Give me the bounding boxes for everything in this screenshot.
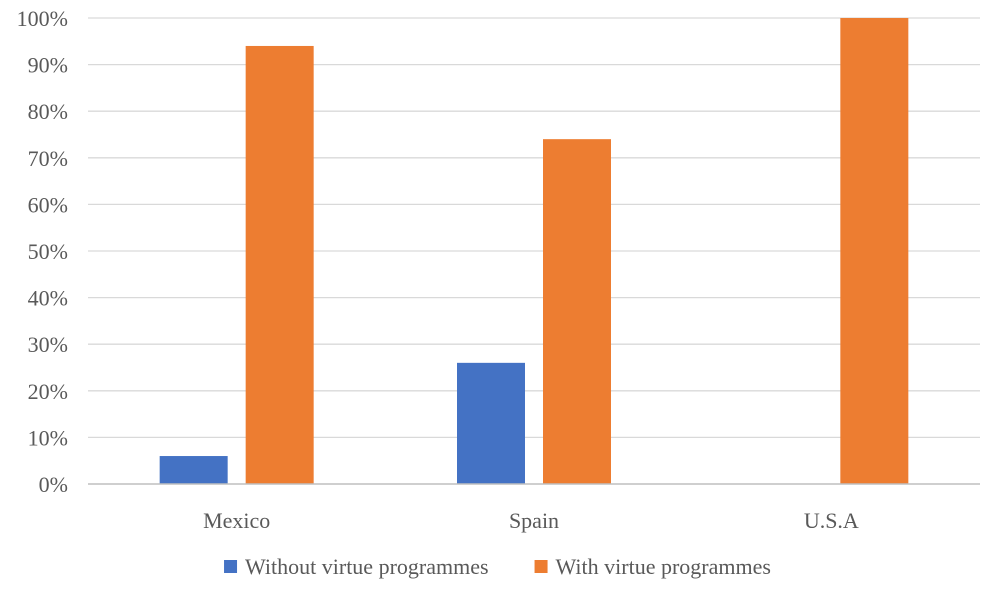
bar-spain-series-0 [457,362,525,484]
y-tick-label: 40% [28,286,68,311]
y-tick-label: 20% [28,379,68,404]
y-tick-label: 10% [28,425,68,450]
y-tick-label: 80% [28,99,68,124]
legend-swatch [534,560,548,573]
y-tick-label: 100% [17,6,68,31]
bars [159,18,909,485]
bar-u-s-a-series-1 [840,18,909,484]
y-tick-label: 50% [28,239,68,264]
bar-mexico-series-0 [159,456,228,484]
bar-spain-series-1 [543,139,611,484]
tick-labels: 0% 10% 20% 30% 40% 50% 60% 70% 80% 90% 100% Mexico S… [17,6,859,533]
x-category-label: Mexico [203,508,270,533]
y-tick-label: 70% [28,146,68,171]
legend-label: Without virtue programmes [245,554,489,579]
y-tick-label: 30% [28,332,68,357]
legend-label: With virtue programmes [556,554,771,579]
gridlines [88,17,980,439]
legend: Without virtue programmes With virtue pro… [224,554,771,579]
y-tick-label: 90% [28,53,68,78]
legend-swatch [224,560,238,573]
x-category-label: Spain [509,508,559,533]
bar-mexico-series-1 [245,45,314,485]
y-tick-label: 0% [39,472,68,497]
x-category-label: U.S.A [804,508,859,533]
y-tick-label: 60% [28,192,68,217]
